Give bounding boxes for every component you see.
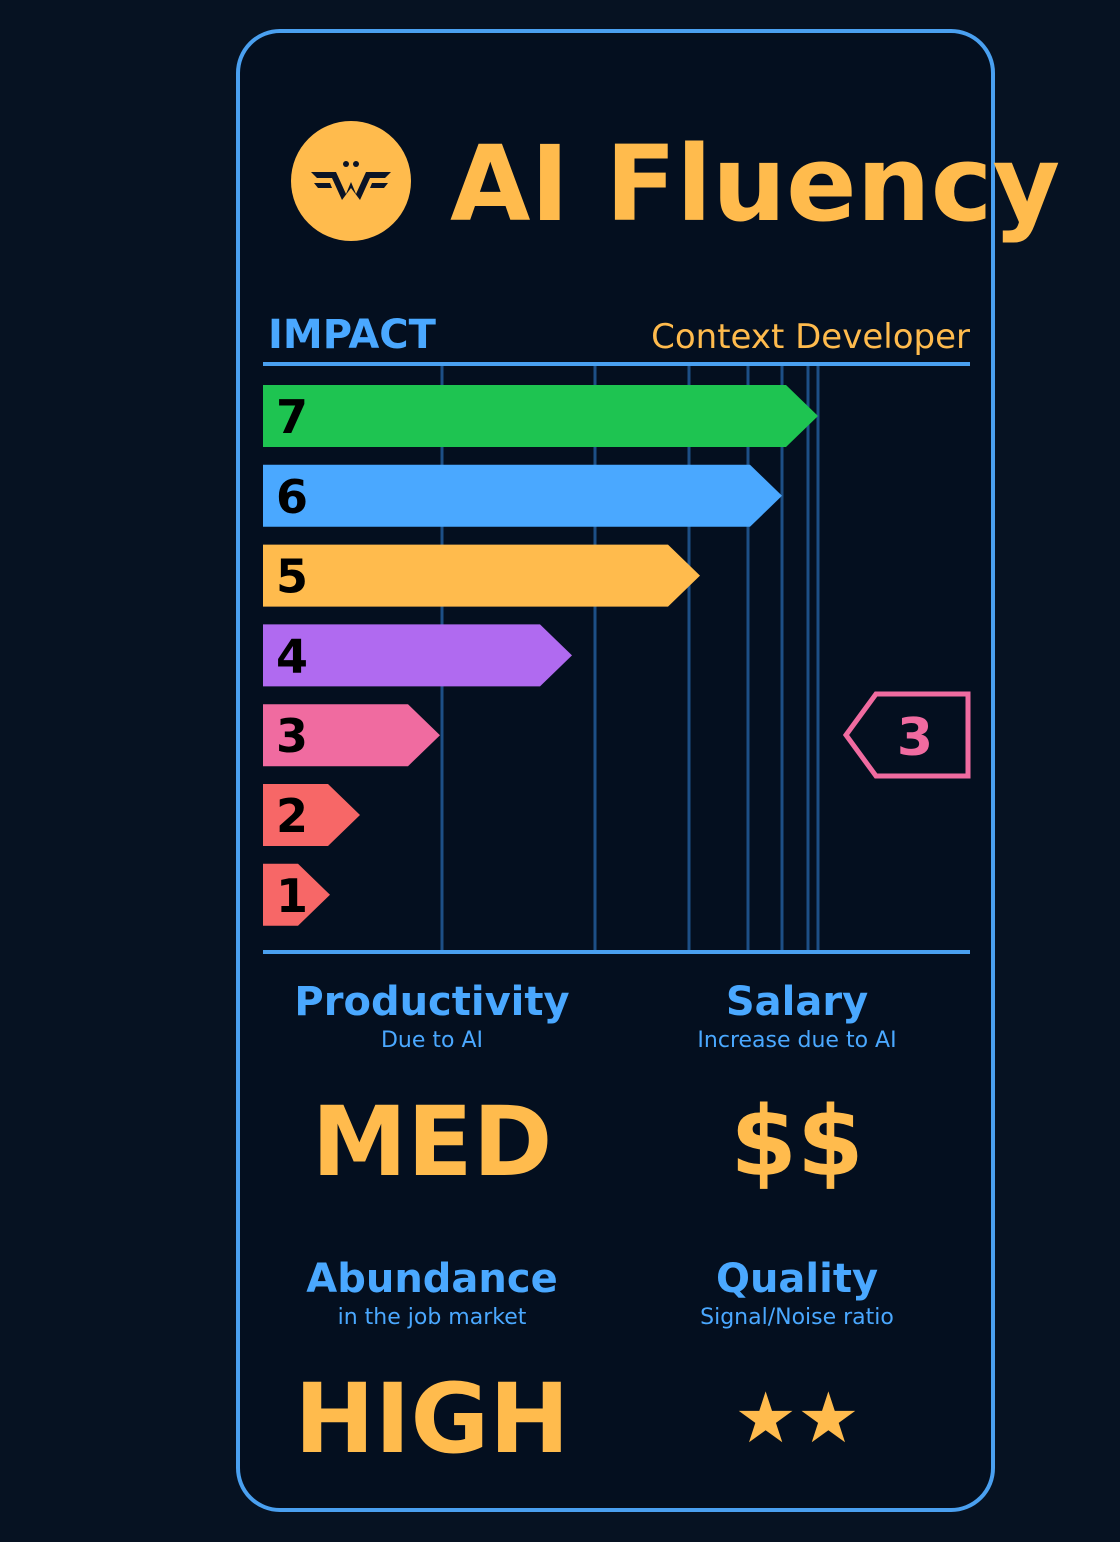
selected-tag: 3 (842, 691, 971, 779)
logo (291, 121, 411, 241)
stat-subtitle: Signal/Noise ratio (700, 1305, 894, 1330)
stat-title: Salary (726, 979, 868, 1025)
level-bar (263, 784, 360, 846)
level-label: 3 (276, 709, 308, 763)
level-bar (263, 464, 782, 527)
title: AI Fluency (450, 123, 1060, 245)
stats: Productivity Due to AI MED Salary Increase d… (294, 979, 896, 1475)
stat-value: ★★ (734, 1377, 860, 1459)
level-bar (263, 544, 700, 607)
impact-label: IMPACT (268, 312, 437, 358)
stat-subtitle: Due to AI (381, 1028, 483, 1053)
level-bar (263, 624, 572, 687)
levels: 7 6 5 4 3 2 1 (263, 385, 818, 926)
stat-value: MED (312, 1086, 553, 1198)
level-label: 6 (276, 470, 308, 524)
level-label: 7 (276, 390, 308, 444)
stat-subtitle: in the job market (338, 1305, 527, 1330)
stat-title: Quality (716, 1256, 878, 1302)
level-label: 4 (276, 629, 308, 683)
level-bar (263, 704, 440, 767)
level-bar (263, 863, 330, 926)
level-label: 2 (276, 789, 308, 843)
stat-subtitle: Increase due to AI (697, 1028, 896, 1053)
stat-value: HIGH (294, 1363, 569, 1475)
level-label: 5 (276, 550, 308, 604)
stat-value: $$ (730, 1086, 864, 1198)
role: Context Developer (651, 317, 970, 357)
stat-title: Productivity (294, 979, 569, 1025)
stat-title: Abundance (306, 1256, 557, 1302)
level-label: 1 (276, 869, 308, 923)
selected-level: 3 (897, 708, 933, 768)
level-bar (263, 385, 818, 447)
